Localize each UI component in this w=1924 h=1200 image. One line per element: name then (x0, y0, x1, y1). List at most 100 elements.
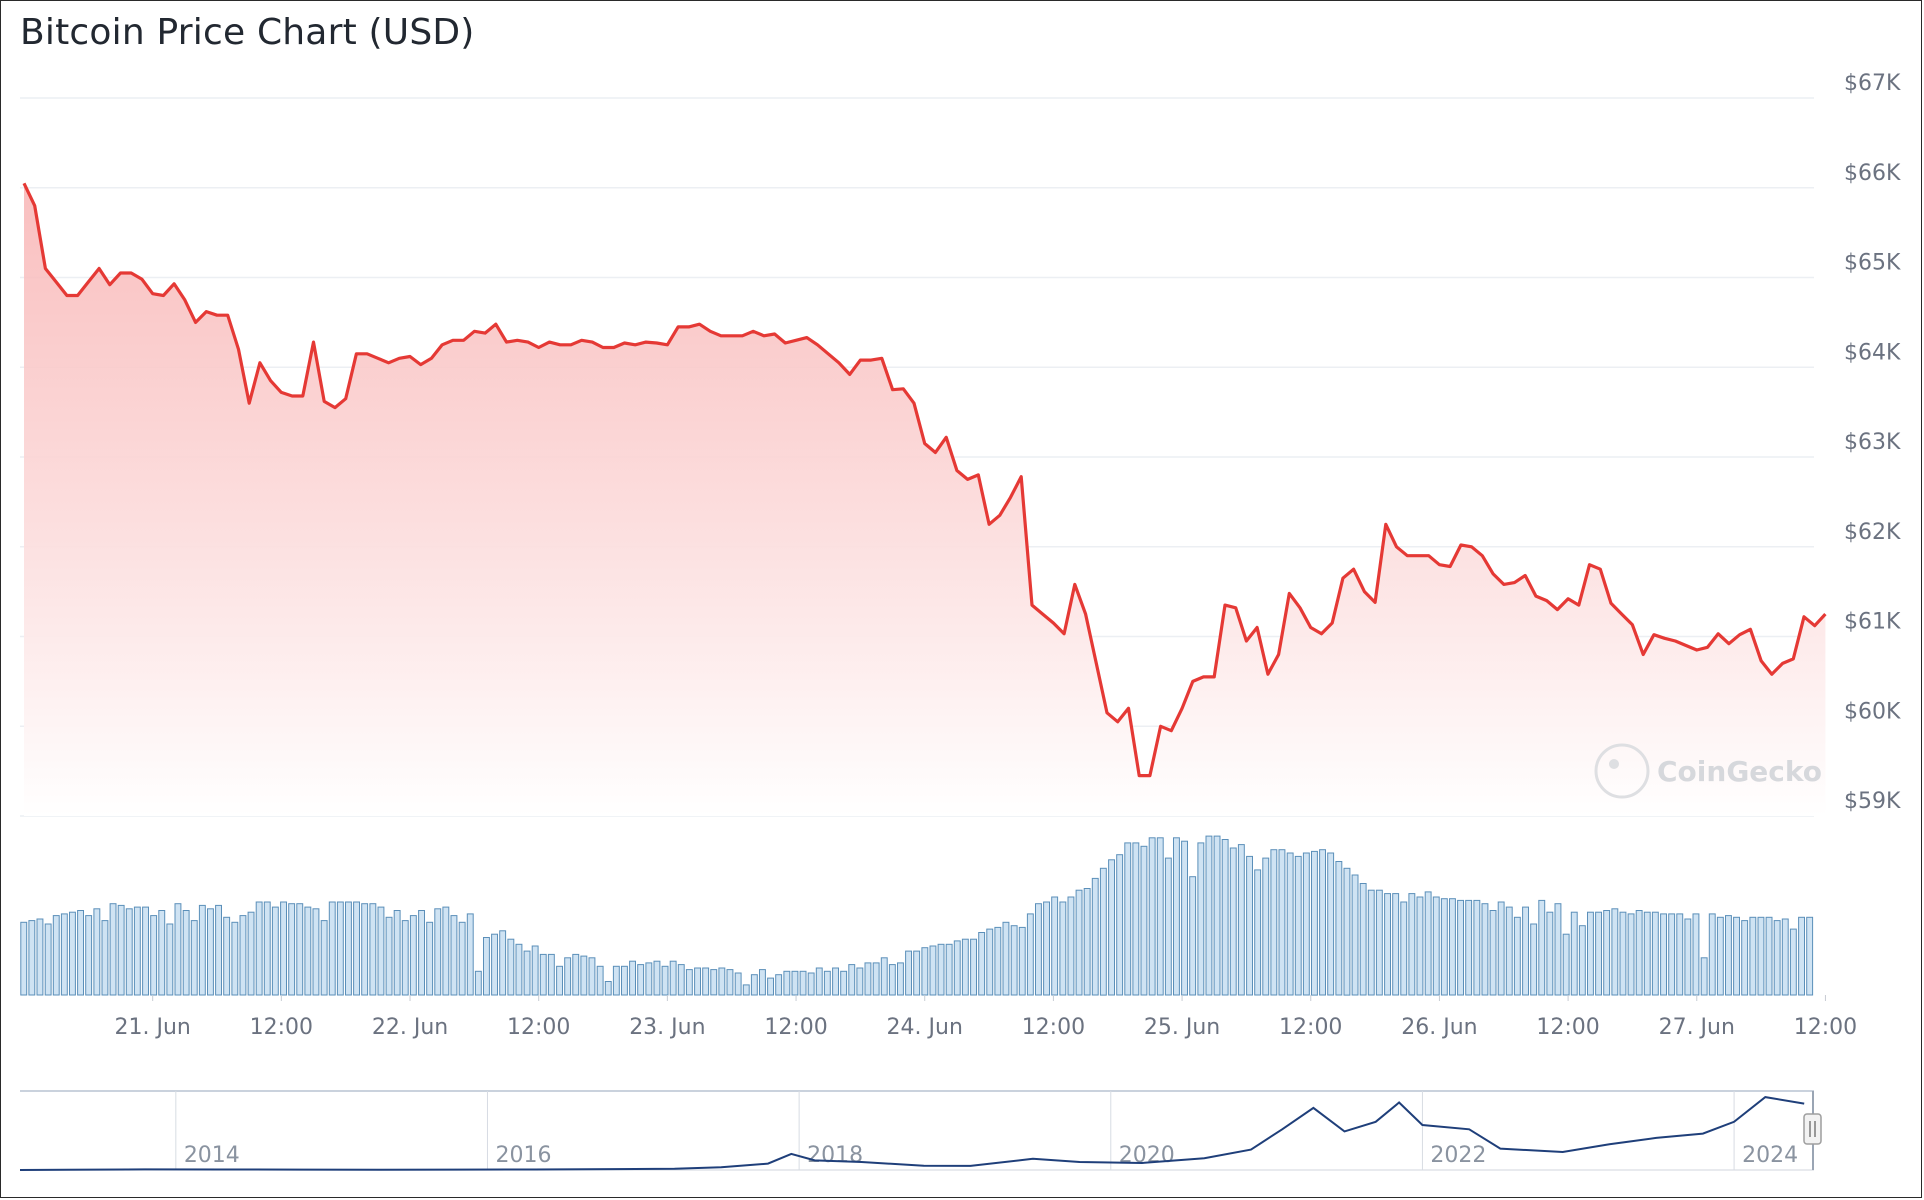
volume-bar (783, 970, 791, 996)
volume-bar (1789, 928, 1797, 996)
volume-bar (807, 972, 815, 996)
volume-bars (20, 835, 1814, 996)
coingecko-watermark: CoinGecko (1594, 743, 1822, 799)
volume-bar (44, 923, 52, 996)
volume-bar (815, 967, 823, 996)
x-tick-label: 26. Jun (1401, 1015, 1477, 1040)
volume-bar (945, 943, 953, 996)
volume-bar (109, 903, 117, 996)
volume-bar (223, 916, 231, 996)
volume-bar (1327, 852, 1335, 996)
volume-bar (1278, 849, 1286, 996)
navigator-handle[interactable] (1803, 1113, 1822, 1145)
x-tick-label: 12:00 (1794, 1015, 1857, 1040)
volume-bar (377, 906, 385, 996)
volume-bar (1449, 898, 1456, 996)
volume-bar (1643, 911, 1651, 996)
volume-bar (1806, 916, 1814, 996)
volume-bar (434, 908, 442, 996)
volume-bar (1400, 901, 1408, 996)
volume-bar (1075, 889, 1083, 996)
volume-bar (1359, 883, 1367, 996)
watermark-text: CoinGecko (1657, 755, 1822, 788)
volume-bar (726, 969, 734, 996)
volume-bar (190, 920, 198, 996)
x-tick-label: 24. Jun (887, 1015, 963, 1040)
volume-bar (661, 965, 669, 996)
volume-bar (702, 967, 710, 996)
volume-bar (409, 915, 417, 996)
volume-bar (1611, 908, 1619, 996)
volume-bar (1124, 842, 1132, 996)
volume-bar (1741, 920, 1749, 996)
volume-bar (856, 967, 864, 996)
volume-bar (1716, 916, 1724, 996)
volume-bar (596, 965, 604, 996)
volume-bar (1367, 889, 1375, 996)
volume-bar (345, 901, 352, 996)
volume-bar (775, 974, 783, 996)
volume-bar (823, 970, 831, 996)
volume-bar (1619, 911, 1627, 996)
volume-bar (791, 970, 799, 996)
volume-bar (1099, 867, 1107, 996)
volume-bar (1684, 918, 1692, 996)
volume-bar (1197, 842, 1205, 996)
volume-bar (1546, 911, 1554, 996)
volume-bar (215, 904, 223, 996)
volume-bar (1489, 910, 1497, 996)
volume-bar (166, 923, 174, 996)
volume-bar (474, 970, 482, 996)
volume-bar (20, 921, 28, 996)
volume-bar (994, 926, 1002, 996)
volume-bar (117, 904, 125, 996)
volume-bar (491, 933, 499, 996)
volume-bar (85, 915, 93, 996)
volume-bar (1375, 889, 1383, 996)
volume-bar (507, 938, 515, 996)
volume-bar (1173, 837, 1180, 996)
volume-bar (1083, 888, 1091, 996)
navigator[interactable]: 2014 2016 2018 2020 2022 2024 (19, 1090, 1822, 1171)
volume-bar (1392, 893, 1400, 996)
volume-bar (1651, 911, 1659, 996)
volume-bar (1465, 899, 1473, 996)
volume-bar (1254, 869, 1262, 996)
x-tick-label: 12:00 (764, 1015, 827, 1040)
volume-bar (320, 920, 328, 996)
volume-bar (1237, 844, 1245, 996)
volume-bar (174, 903, 182, 996)
volume-bar (547, 953, 555, 996)
volume-bar (483, 937, 490, 996)
volume-bar (304, 906, 312, 996)
volume-bar (897, 962, 904, 996)
volume-bar (1773, 920, 1781, 996)
volume-bar (572, 953, 580, 996)
volume-bar (385, 916, 393, 996)
x-tick-label: 27. Jun (1659, 1015, 1735, 1040)
volume-bar (1010, 925, 1018, 996)
y-tick-label: $59K (1844, 789, 1901, 814)
volume-bar (1497, 901, 1505, 996)
volume-bar (621, 965, 628, 996)
chart-title: Bitcoin Price Chart (USD) (20, 12, 475, 53)
volume-bar (263, 901, 271, 996)
volume-bar (1733, 916, 1740, 996)
price-line[interactable] (22, 182, 1827, 778)
volume-bar (1286, 852, 1294, 996)
volume-bar (466, 913, 474, 996)
volume-bar (872, 962, 880, 996)
y-tick-label: $65K (1844, 251, 1901, 276)
volume-bar (1043, 901, 1050, 996)
volume-bar (1148, 837, 1156, 996)
volume-bar (515, 943, 523, 996)
volume-bar (986, 928, 994, 996)
x-tick-label: 12:00 (1279, 1015, 1342, 1040)
volume-bar (280, 901, 288, 996)
volume-bar (832, 967, 839, 996)
volume-bar (1229, 847, 1237, 996)
navigator-tick-label: 2014 (184, 1143, 240, 1168)
y-tick-label: $64K (1844, 340, 1901, 365)
navigator-tick-label: 2020 (1119, 1143, 1175, 1168)
